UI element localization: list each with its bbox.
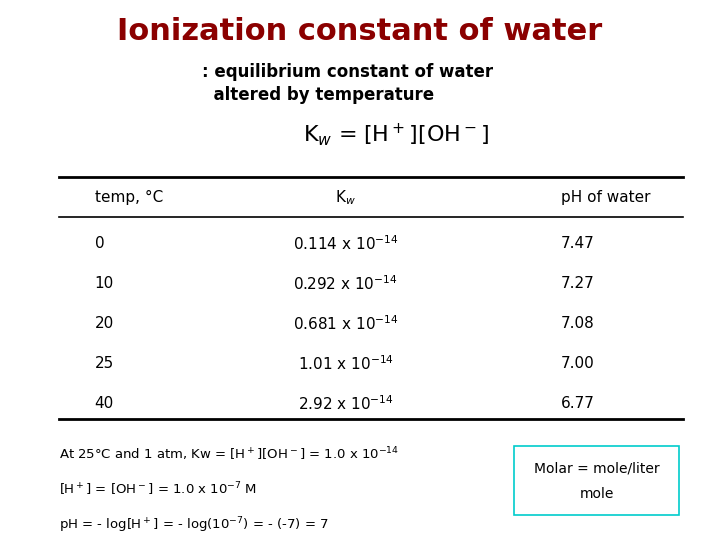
Text: K$_w$: K$_w$ — [336, 188, 356, 207]
Text: 7.00: 7.00 — [561, 356, 595, 371]
Text: temp, °C: temp, °C — [94, 190, 163, 205]
Text: 6.77: 6.77 — [561, 396, 595, 411]
Text: At 25°C and 1 atm, Kw = [H$^+$][OH$^-$] = 1.0 x 10$^{-14}$: At 25°C and 1 atm, Kw = [H$^+$][OH$^-$] … — [59, 446, 399, 463]
Text: 2.92 x 10$^{-14}$: 2.92 x 10$^{-14}$ — [298, 394, 394, 413]
Text: : equilibrium constant of water
  altered by temperature: : equilibrium constant of water altered … — [202, 63, 493, 104]
Text: mole: mole — [580, 488, 614, 502]
Text: 25: 25 — [94, 356, 114, 371]
Text: 1.01 x 10$^{-14}$: 1.01 x 10$^{-14}$ — [297, 354, 394, 373]
Text: 0.681 x 10$^{-14}$: 0.681 x 10$^{-14}$ — [293, 314, 399, 333]
Text: 0.114 x 10$^{-14}$: 0.114 x 10$^{-14}$ — [293, 234, 399, 253]
Text: Ionization constant of water: Ionization constant of water — [117, 17, 603, 46]
Text: 20: 20 — [94, 316, 114, 331]
Text: 7.08: 7.08 — [561, 316, 595, 331]
FancyBboxPatch shape — [514, 446, 679, 515]
Text: 10: 10 — [94, 276, 114, 291]
Text: pH of water: pH of water — [561, 190, 650, 205]
Text: K$_w$ = [H$^+$][OH$^-$]: K$_w$ = [H$^+$][OH$^-$] — [302, 121, 489, 148]
Text: [H$^+$] = [OH$^-$] = 1.0 x 10$^{-7}$ M: [H$^+$] = [OH$^-$] = 1.0 x 10$^{-7}$ M — [59, 481, 257, 498]
Text: pH = - log[H$^+$] = - log(10$^{-7}$) = - (-7) = 7: pH = - log[H$^+$] = - log(10$^{-7}$) = -… — [59, 515, 328, 535]
Text: Molar = mole/liter: Molar = mole/liter — [534, 462, 660, 476]
Text: 40: 40 — [94, 396, 114, 411]
Text: 0: 0 — [94, 236, 104, 251]
Text: 0.292 x 10$^{-14}$: 0.292 x 10$^{-14}$ — [294, 274, 398, 293]
Text: 7.47: 7.47 — [561, 236, 595, 251]
Text: 7.27: 7.27 — [561, 276, 595, 291]
